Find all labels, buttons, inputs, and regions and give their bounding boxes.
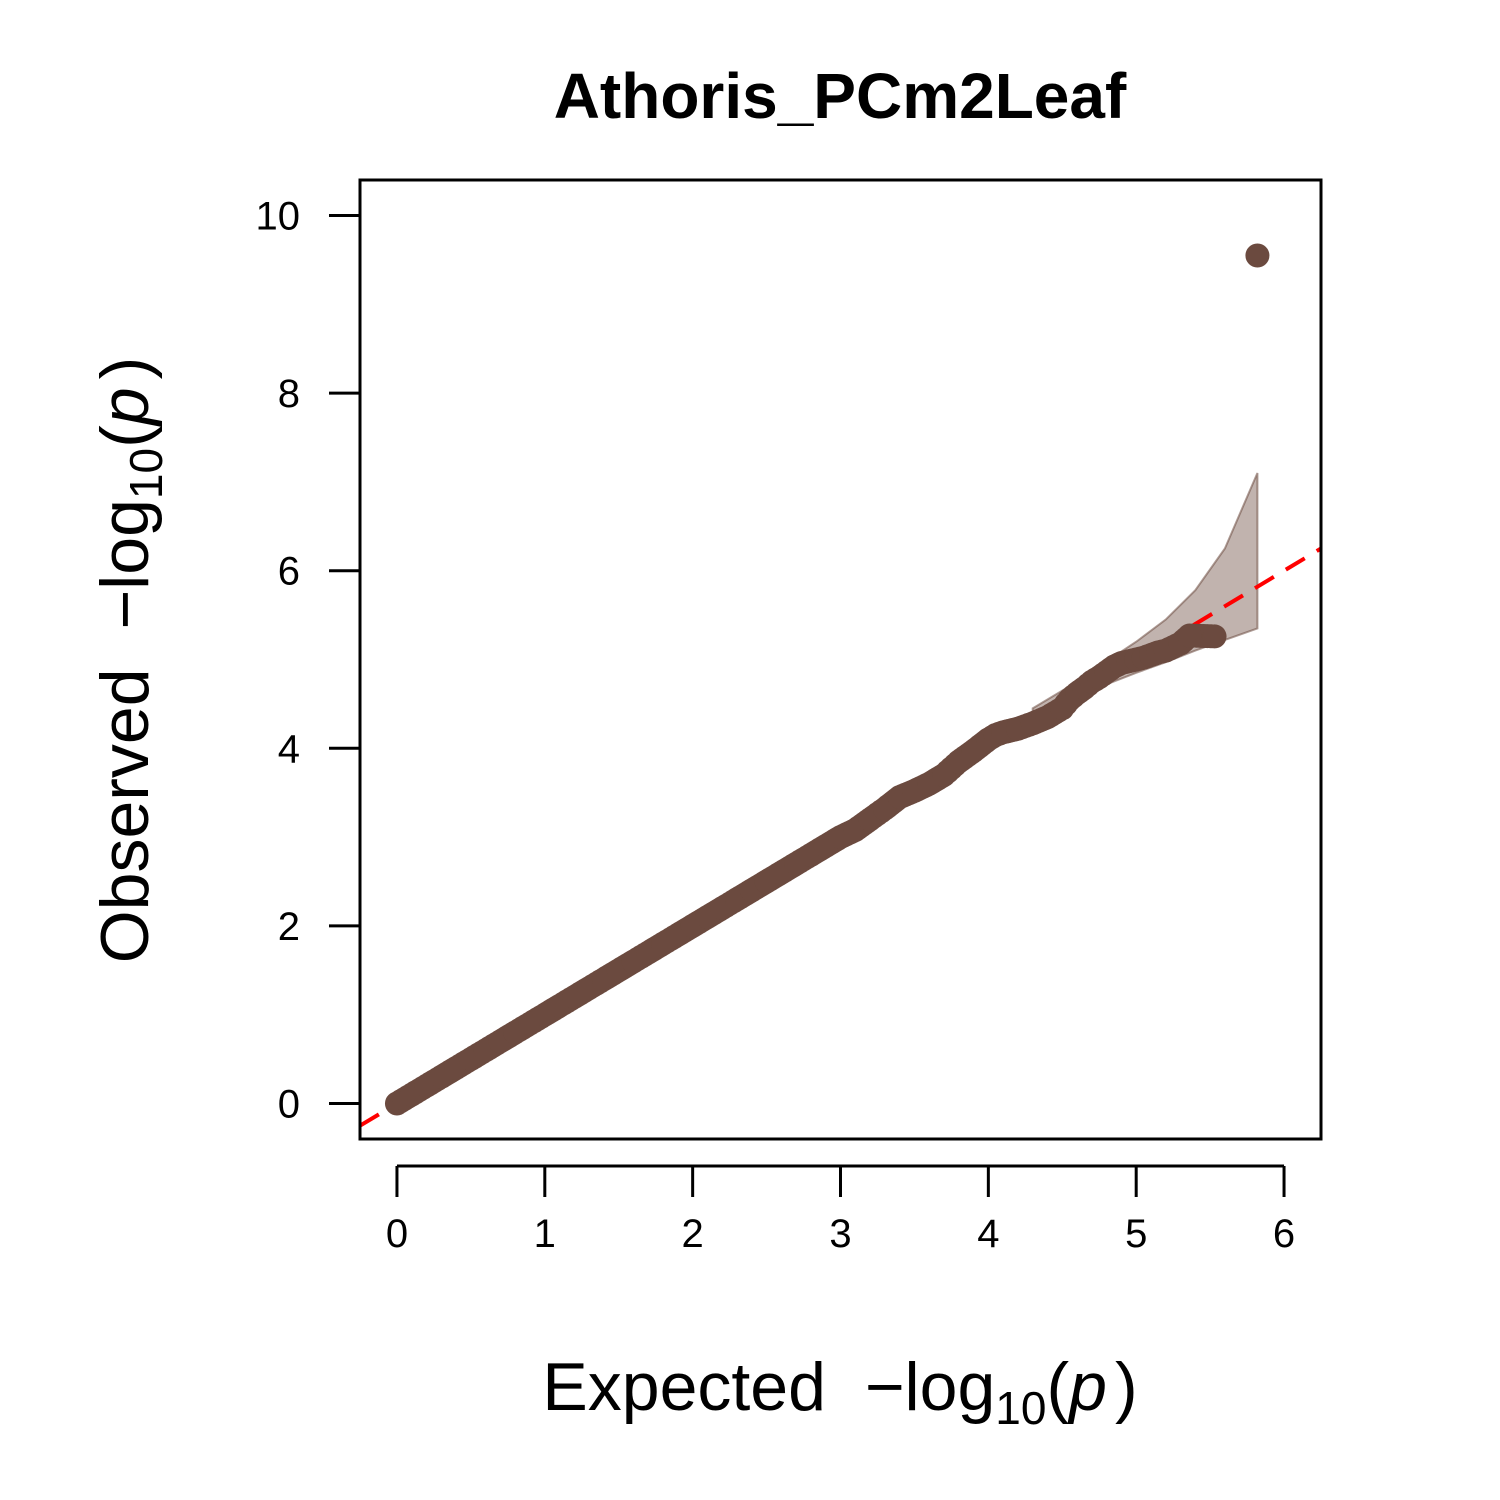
data-points-layer [385,243,1269,1115]
x-tick-label: 4 [977,1212,999,1256]
chart-title: Athoris_PCm2Leaf [554,60,1127,132]
x-tick-label: 3 [829,1212,851,1256]
confidence-band-layer [1033,473,1258,713]
x-axis-label-log: log [905,1349,996,1425]
confidence-band [1033,473,1258,713]
y-axis-label-log: log [87,499,163,590]
y-axis-label-minus: − [87,590,163,630]
y-axis-label-open: ( [87,425,163,448]
x-axis-label-prefix: Expected [542,1349,826,1425]
x-axis-label-minus: − [865,1349,905,1425]
x-tick-label: 1 [534,1212,556,1256]
y-tick-label: 6 [278,550,300,594]
y-tick-label: 2 [278,905,300,949]
plot-frame [360,180,1321,1139]
x-axis: 0 1 2 3 4 5 6 [386,1166,1295,1256]
y-axis-label-prefix: Observed [87,668,163,963]
x-tick-label: 2 [682,1212,704,1256]
x-tick-label: 6 [1273,1212,1295,1256]
y-tick-label: 0 [278,1082,300,1126]
x-axis-label-close: ) [1115,1349,1138,1425]
x-axis-label-var: p [1067,1349,1107,1425]
y-axis: 0 2 4 6 8 10 [256,195,361,1127]
y-axis-label-sub: 10 [120,448,172,499]
x-axis-label-open: ( [1046,1349,1069,1425]
data-point [1245,243,1269,267]
y-axis-label-close: ) [87,357,163,380]
x-tick-label: 5 [1125,1212,1147,1256]
x-axis-label: Expected −log10(p) [542,1349,1137,1434]
x-axis-label-sub: 10 [995,1382,1046,1434]
y-axis-label: Observed −log10(p) [87,357,172,964]
y-axis-label-var: p [87,387,163,427]
y-tick-label: 10 [256,195,301,239]
y-tick-label: 8 [278,372,300,416]
data-point [1177,624,1201,648]
y-tick-label: 4 [278,727,300,771]
data-point [1203,624,1227,648]
x-tick-label: 0 [386,1212,408,1256]
